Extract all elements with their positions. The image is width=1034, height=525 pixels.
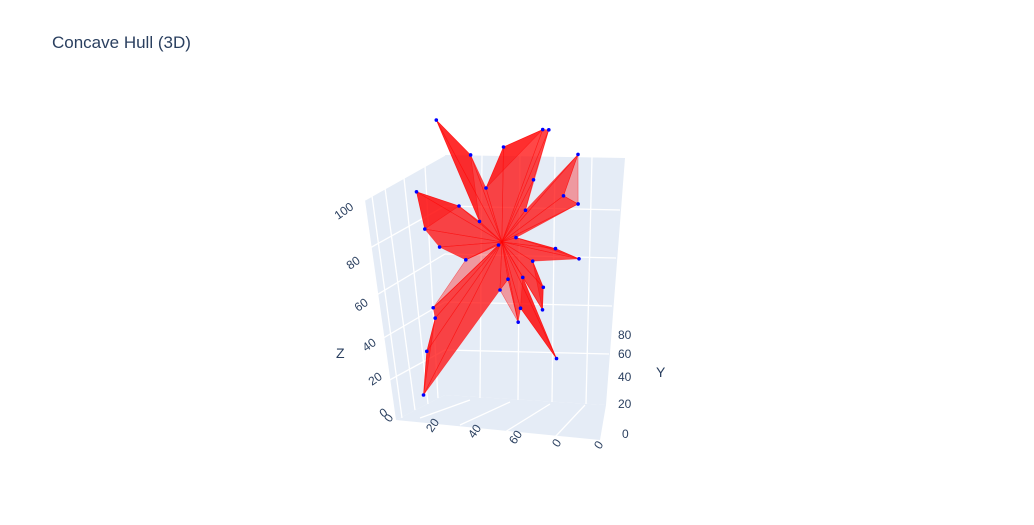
data-point[interactable] [496,243,501,247]
data-point[interactable] [541,285,546,290]
z-tick-80: 80 [344,253,363,272]
data-point[interactable] [530,259,535,263]
data-point[interactable] [414,190,419,194]
y-tick-20: 20 [618,397,632,411]
chart-title: Concave Hull (3D) [52,33,191,52]
y-tick-60: 60 [618,347,632,361]
data-point[interactable] [561,194,566,198]
data-point[interactable] [547,128,551,132]
z-axis-title: Z [336,345,345,361]
data-point[interactable] [506,277,510,282]
data-point[interactable] [514,235,518,240]
mesh-face [416,191,460,230]
data-point[interactable] [540,127,545,132]
mesh-face [499,278,519,323]
x-tick-100: 0 [591,438,606,452]
data-point[interactable] [498,288,502,292]
data-point[interactable] [434,118,439,122]
y-tick-80: 80 [618,328,632,342]
data-point[interactable] [518,306,523,311]
z-tick-60: 60 [352,295,371,314]
x-tick-0: 0 [381,411,396,425]
z-tick-40: 40 [360,335,379,354]
mesh-face [432,244,499,308]
data-point[interactable] [576,152,580,157]
concave-hull-mesh[interactable] [416,119,580,396]
scene-floor [396,395,606,440]
data-point[interactable] [531,178,536,182]
y-tick-0: 0 [622,427,629,441]
mesh-face [515,237,580,260]
data-point[interactable] [577,257,581,261]
mesh-face [485,129,543,189]
z-tick-100: 100 [332,199,357,222]
data-point[interactable] [477,219,482,224]
data-point[interactable] [484,186,488,190]
y-axis-title: Y [656,364,666,380]
mesh-face [525,129,550,211]
mesh-face [424,228,502,248]
data-point[interactable] [553,246,558,251]
data-point[interactable] [521,275,525,280]
y-tick-40: 40 [618,370,632,384]
data-point[interactable] [421,393,426,397]
data-point[interactable] [431,305,436,310]
data-point[interactable] [554,356,559,361]
data-point[interactable] [433,316,438,320]
data-point[interactable] [576,202,580,206]
x-tick-80: 0 [549,436,564,450]
data-point[interactable] [423,227,427,231]
mesh-face [423,318,436,396]
mesh-face [436,119,480,222]
data-point[interactable] [540,308,545,312]
data-point[interactable] [516,320,520,324]
data-point[interactable] [457,204,461,208]
data-point[interactable] [464,258,468,262]
data-points[interactable] [414,118,581,397]
mesh-face [563,154,579,205]
data-point[interactable] [425,349,429,354]
mesh-face [520,277,557,359]
data-point[interactable] [468,153,473,157]
data-point[interactable] [501,145,506,149]
z-tick-20: 20 [366,369,385,388]
data-point[interactable] [523,208,528,212]
data-point[interactable] [437,245,442,249]
mesh-face [532,261,544,310]
